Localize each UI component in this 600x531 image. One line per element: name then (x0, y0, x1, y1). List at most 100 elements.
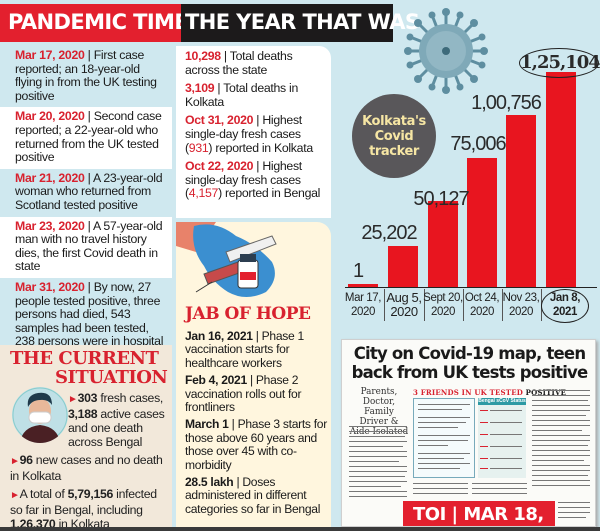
fact-item: Oct 22, 2020 | Highest single-day fresh … (185, 159, 321, 201)
x-tick-label: Aug 5, 2020 (386, 290, 422, 319)
jab-text: Phase 2 vaccination rolls out for frontl… (185, 373, 302, 415)
timeline-item: Mar 17, 2020 | First case reported; an 1… (0, 46, 172, 108)
jab-key: Jan 16, 2021 (185, 329, 253, 343)
bullet-arrow-icon: ► (68, 394, 78, 405)
clipping-subhead: Parents, Doctor, Family Driver & Aide Is… (350, 387, 409, 437)
clipping-box-title: 3 FRIENDS IN UK TESTED POSITIVE (413, 388, 567, 397)
fact-text: Highest single-day fresh cases ( (185, 113, 302, 155)
axis-divider (424, 289, 425, 321)
x-tick-label: Oct 24, 2020 (464, 292, 500, 318)
situation-bullet: ►303 fresh cases, 3,188 active cases and… (68, 391, 166, 449)
chart-bar (467, 158, 497, 287)
fact-item: Oct 31, 2020 | Highest single-day fresh … (185, 113, 313, 155)
timeline-text: A 23-year-old woman who returned from Sc… (15, 170, 163, 212)
jab-item: Feb 4, 2021 | Phase 2 vaccination rolls … (185, 373, 302, 415)
jab-key: March 1 (185, 417, 229, 432)
title-line-1: THE CURRENT (10, 348, 159, 369)
timeline-date: Mar 21, 2020 (15, 170, 85, 185)
axis-divider (502, 289, 503, 321)
timeline-date: Mar 31, 2020 (15, 279, 85, 294)
x-tick-label: Nov 23, 2020 (502, 292, 540, 318)
page-header: PANDEMIC TIMES: THE YEAR THAT WAS (0, 4, 420, 42)
jab-text: Phase 1 vaccination starts for healthcar… (185, 329, 304, 370)
bullet-arrow-icon: ► (10, 456, 20, 467)
jab-key: 28.5 lakh (185, 475, 234, 490)
bengal-status-box: Bengal sCoV Status (478, 398, 526, 478)
axis-divider (463, 289, 464, 321)
bullet-text: active cases and one death across Bengal (68, 407, 165, 449)
jab-item: March 1 | Phase 3 starts for those above… (185, 417, 327, 472)
timeline-text: First case reported; an 18-year-old flyi… (15, 48, 157, 103)
jab-text: Doses administered in different categori… (185, 475, 321, 516)
bar-value-label: 50,127 (413, 188, 469, 210)
fact-text: Highest single-day fresh cases ( (185, 159, 302, 201)
jab-of-hope-panel: JAB OF HOPE Jan 16, 2021 | Phase 1 vacci… (176, 222, 331, 527)
bar-value-label: 25,202 (361, 222, 417, 244)
chart-bar (388, 246, 418, 287)
vaccine-hand-icon (176, 222, 277, 297)
timeline-item: Mar 21, 2020 | A 23-year-old woman who r… (0, 168, 172, 217)
bullet-number: 5,79,156 (67, 487, 114, 501)
bar-value-label: 1,00,756 (471, 92, 542, 114)
jab-item: Jan 16, 2021 | Phase 1 vaccination start… (185, 329, 304, 370)
fact-item: 10,298 | Total deaths across the state (185, 49, 293, 77)
status-box-title: Bengal sCoV Status (478, 398, 526, 405)
timeline-date: Mar 23, 2020 (15, 218, 85, 233)
bullet-text: A total of (19, 487, 68, 501)
fact-item: 3,109 | Total deaths in Kolkata (185, 81, 298, 109)
header-title-black: THE YEAR THAT WAS (181, 4, 420, 42)
covid-tracker-badge: Kolkata's Covid tracker (352, 94, 436, 178)
x-tick-label: Sept 20, 2020 (423, 292, 463, 318)
fact-key: Oct 31, 2020 (185, 113, 254, 128)
bullet-text: infected so far in Bengal, including (10, 487, 157, 517)
timeline-item: Mar 20, 2020 | Second case reported; a 2… (0, 107, 172, 169)
fact-number: 931 (188, 140, 209, 155)
header-title-red: PANDEMIC TIMES: (0, 4, 211, 42)
bottom-border (0, 527, 600, 531)
jab-title: JAB OF HOPE (185, 304, 311, 324)
timeline-date: Mar 20, 2020 (15, 109, 85, 124)
bar-value-label: 75,006 (450, 133, 506, 155)
bar-value-label: 1 (352, 260, 364, 282)
x-axis (345, 287, 597, 288)
date-highlight-circle (541, 289, 589, 323)
bullet-text: new cases and no death in Kolkata (10, 453, 163, 483)
timeline-item: Mar 23, 2020 | A 57-year-old man with no… (0, 216, 172, 278)
headline-line: City on Covid-19 map, teen (353, 344, 586, 363)
badge-line: tracker (369, 143, 419, 159)
timeline-text: A 57-year-old man with no travel history… (15, 218, 163, 274)
badge-line: Kolkata's (362, 113, 426, 129)
chart-bar (546, 72, 576, 287)
peak-highlight-circle (519, 48, 599, 78)
fact-key: 10,298 (185, 49, 221, 63)
fact-key: Oct 22, 2020 (185, 159, 254, 174)
fact-key: 3,109 (185, 81, 215, 96)
fact-number: 4,157 (188, 186, 219, 201)
chart-bar (348, 284, 378, 287)
bullet-number: 3,188 (68, 407, 98, 421)
bullet-arrow-icon: ► (10, 490, 20, 501)
badge-line: Covid (374, 128, 414, 144)
bullet-number: 96 (19, 453, 33, 467)
situation-bullet: ►96 new cases and no death in Kolkata (10, 453, 166, 483)
chart-bar (506, 115, 536, 287)
fact-text: Total deaths across the state (185, 49, 293, 77)
clipping-headline: City on Covid-19 map, teen back from UK … (342, 344, 595, 382)
current-situation-title: THE CURRENT SITUATION (10, 348, 168, 388)
jab-item: 28.5 lakh | Doses administered in differ… (185, 475, 321, 516)
bullet-number: 303 (77, 391, 98, 405)
friends-box (413, 398, 475, 478)
virus-icon (404, 8, 488, 94)
timeline: Mar 17, 2020 | First case reported; an 1… (0, 46, 172, 367)
masked-person-icon (12, 387, 68, 443)
x-tick-label: Mar 17, 2020 (344, 292, 382, 318)
title-line-2: SITUATION (55, 367, 168, 388)
chart-bar (428, 201, 458, 287)
toi-date-stamp: TOI | MAR 18, 2020 (403, 501, 555, 526)
timeline-date: Mar 17, 2020 (15, 48, 85, 62)
timeline-text: Second case reported; a 22-year-old who … (15, 109, 162, 165)
headline-line: back from UK tests positive (351, 363, 589, 382)
current-situation-panel: THE CURRENT SITUATION ►303 fresh cases, … (0, 345, 172, 531)
situation-bullet: ►A total of 5,79,156 infected so far in … (10, 487, 166, 531)
